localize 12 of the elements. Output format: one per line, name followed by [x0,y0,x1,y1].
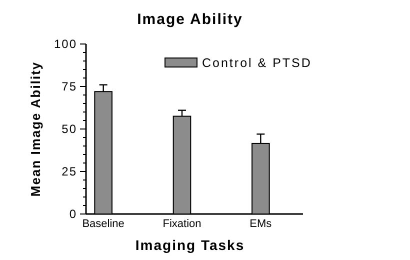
y-tick-label: 50 [62,122,77,136]
y-tick-label: 75 [62,80,77,94]
legend-label: Control & PTSD [202,56,312,70]
y-axis-title: Mean Image Ability [28,61,43,197]
x-tick-label: Fixation [162,218,202,230]
x-tick-label: EMs [250,218,272,230]
chart-title: Image Ability [137,11,243,28]
x-axis-title: Imaging Tasks [135,237,245,253]
y-tick-label: 0 [69,207,77,221]
y-tick-label: 25 [62,164,77,178]
y-tick-label: 100 [54,37,77,51]
x-tick-label: Baseline [82,218,124,230]
